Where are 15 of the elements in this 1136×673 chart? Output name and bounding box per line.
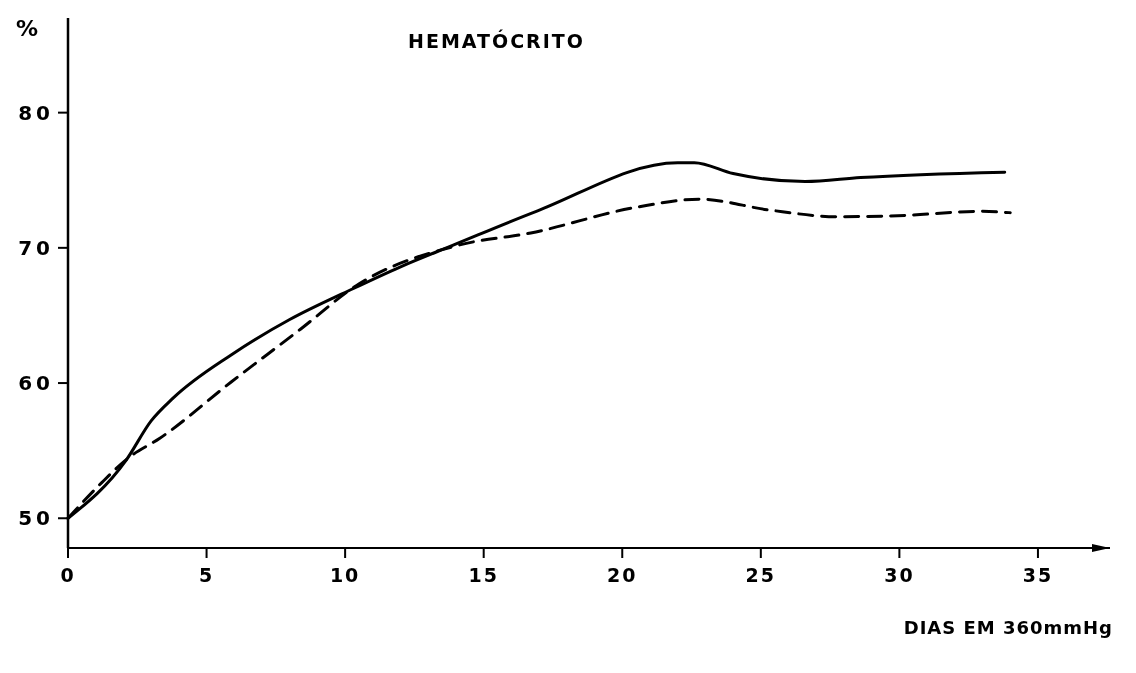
text: HEMATÓCRITO	[408, 29, 585, 52]
x-axis-title: DIAS EM 360mmHg	[903, 617, 1113, 638]
x-tick-label: 30	[884, 564, 915, 586]
y-tick-label: 50	[18, 506, 54, 531]
y-tick-label: 80	[18, 100, 54, 125]
y-tick-label: 70	[18, 235, 54, 260]
x-tick-label: 25	[745, 564, 777, 586]
x-tick-label: 10	[329, 564, 361, 586]
x-tick-label: 0	[60, 564, 76, 586]
y-axis-title: %	[16, 16, 39, 41]
x-tick-label: 35	[1022, 564, 1054, 586]
x-tick-label: 5	[198, 564, 215, 586]
x-tick-label: 15	[468, 564, 499, 586]
x-tick-label: 20	[607, 564, 638, 586]
y-tick-label: 60	[18, 371, 54, 396]
